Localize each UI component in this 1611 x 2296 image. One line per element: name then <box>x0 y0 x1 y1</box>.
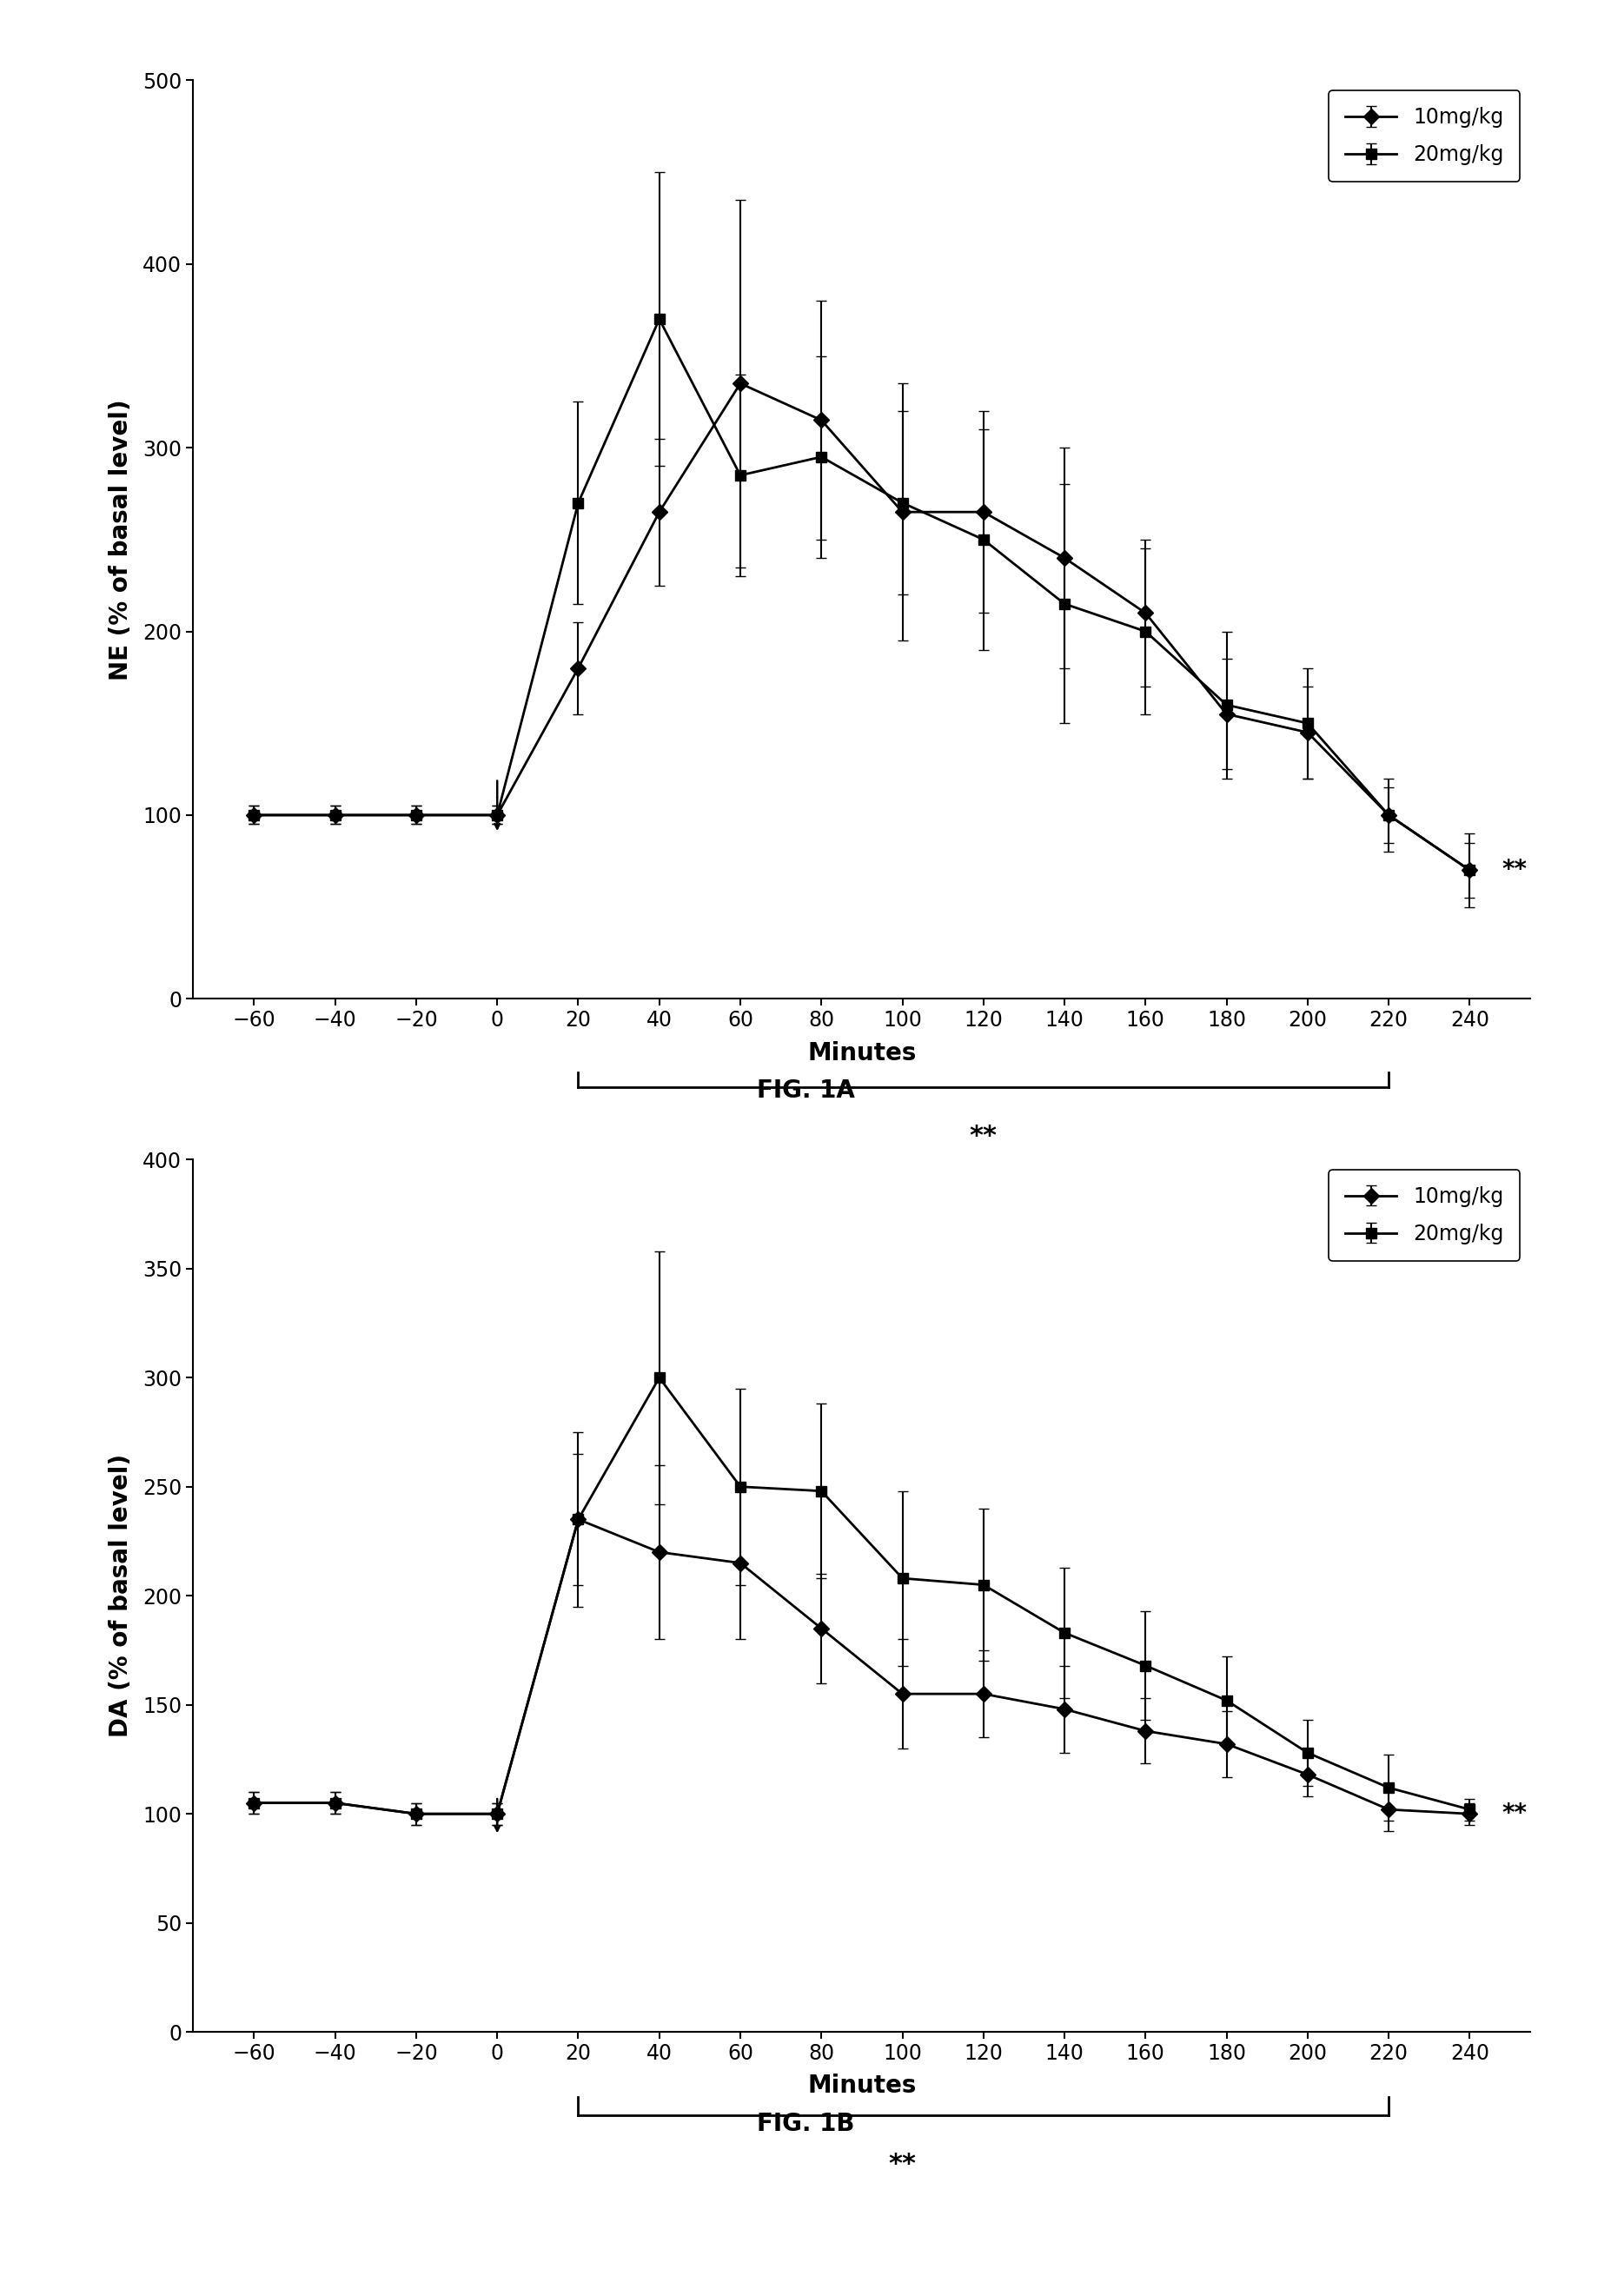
Text: **: ** <box>1501 1802 1527 1825</box>
Text: FIG. 1A: FIG. 1A <box>757 1079 854 1102</box>
Y-axis label: NE (% of basal level): NE (% of basal level) <box>108 400 132 680</box>
Legend: 10mg/kg, 20mg/kg: 10mg/kg, 20mg/kg <box>1329 1169 1521 1261</box>
X-axis label: Minutes: Minutes <box>807 2073 917 2099</box>
Text: **: ** <box>970 1123 997 1148</box>
Text: FIG. 1B: FIG. 1B <box>757 2112 854 2135</box>
Legend: 10mg/kg, 20mg/kg: 10mg/kg, 20mg/kg <box>1329 90 1521 181</box>
Text: **: ** <box>889 2151 917 2177</box>
X-axis label: Minutes: Minutes <box>807 1040 917 1065</box>
Y-axis label: DA (% of basal level): DA (% of basal level) <box>108 1453 132 1738</box>
Text: **: ** <box>1501 859 1527 882</box>
